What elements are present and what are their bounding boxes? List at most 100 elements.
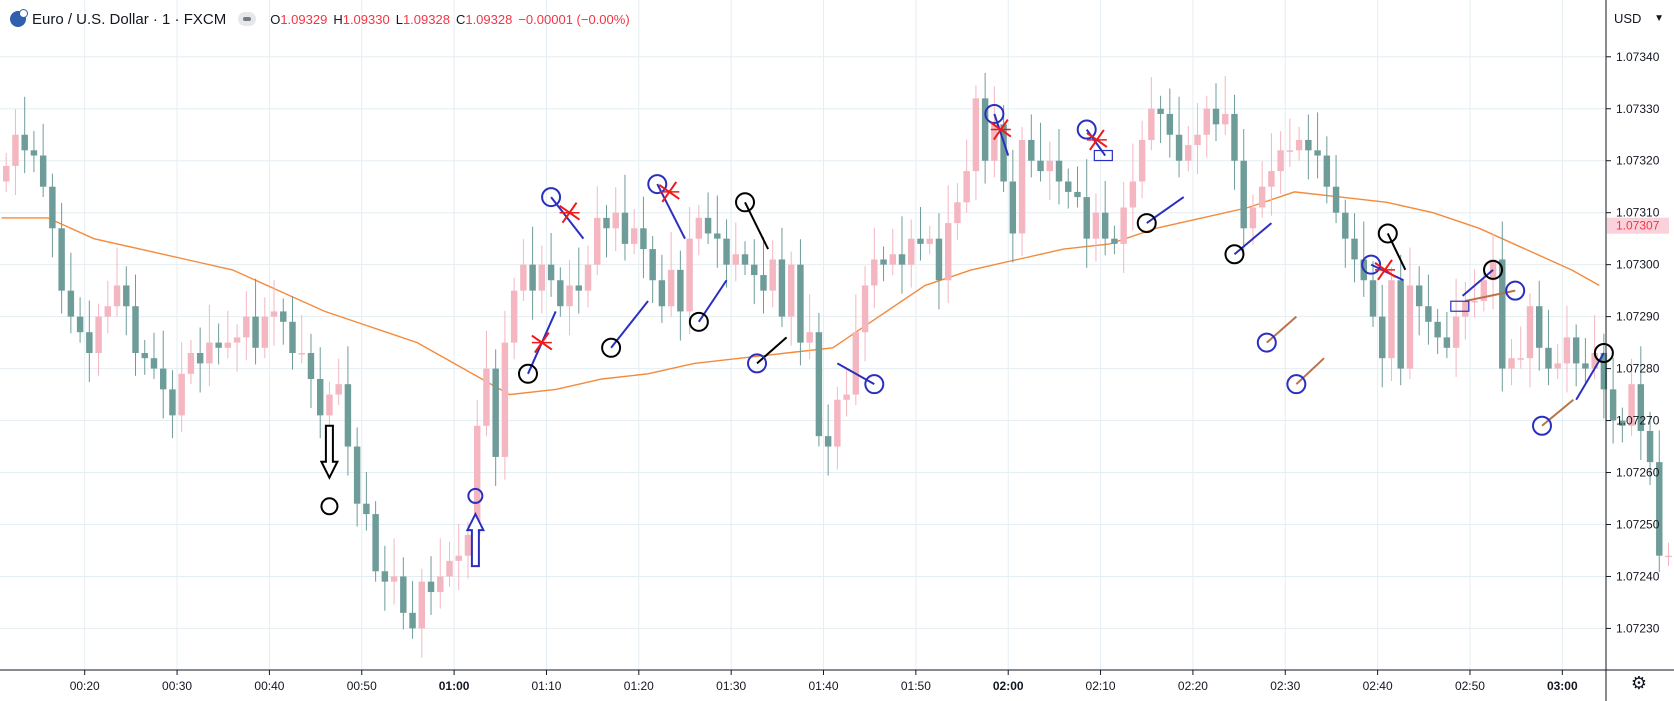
candle-body xyxy=(1268,171,1275,187)
candle-body xyxy=(1591,353,1598,369)
candle-body xyxy=(1332,186,1340,213)
candle-body xyxy=(1222,113,1229,125)
candle-body xyxy=(898,254,906,265)
x-tick-label: 03:00 xyxy=(1547,679,1578,693)
candle-body xyxy=(372,514,379,572)
candle-body xyxy=(1536,306,1543,348)
y-tick-label: 1.07320 xyxy=(1616,154,1660,168)
drawn-line xyxy=(1266,315,1298,344)
candle-body xyxy=(843,394,850,400)
candle-body xyxy=(113,285,121,307)
open-value: 1.09329 xyxy=(280,11,328,27)
close-value: 1.09328 xyxy=(465,11,513,27)
y-tick-label: 1.07230 xyxy=(1616,621,1660,635)
drawn-circle xyxy=(601,337,622,358)
x-tick-label: 01:30 xyxy=(716,679,746,693)
x-tick-label: 01:40 xyxy=(808,679,838,693)
candle-body xyxy=(483,368,490,426)
candle-body xyxy=(1499,259,1506,369)
candle-body xyxy=(935,238,943,281)
drawn-circle xyxy=(1076,119,1097,140)
candle-body xyxy=(233,337,241,343)
drawn-line xyxy=(698,279,728,323)
last-price-tag xyxy=(1607,217,1669,234)
drawn-circle xyxy=(1224,244,1245,265)
currency-selector[interactable]: USD ▼ xyxy=(1610,6,1668,30)
candle-body xyxy=(1425,306,1432,322)
y-tick-label: 1.07310 xyxy=(1616,206,1660,220)
candle-body xyxy=(1249,207,1257,229)
up-arrow-icon xyxy=(465,511,486,568)
drawn-circle xyxy=(320,497,339,516)
change-value: −0.00001 (−0.00%) xyxy=(518,11,630,27)
candle-body xyxy=(363,503,370,515)
candle-body xyxy=(501,342,509,457)
candle-body xyxy=(353,446,361,504)
candle-body xyxy=(1351,238,1358,260)
candle-body xyxy=(344,384,352,447)
candle-body xyxy=(123,285,130,307)
candle-body xyxy=(908,238,915,265)
open-label: O xyxy=(270,11,281,27)
candle-body xyxy=(39,155,47,187)
candle-body xyxy=(159,368,167,390)
drawn-circle xyxy=(984,103,1005,124)
chevron-down-icon: ▼ xyxy=(1654,12,1664,24)
candle-body xyxy=(1203,108,1210,135)
candle-body xyxy=(1194,134,1201,146)
hide-toggle-icon[interactable] xyxy=(238,12,257,26)
gear-icon[interactable]: ⚙ xyxy=(1630,673,1648,693)
candle-body xyxy=(520,264,527,291)
candle-body xyxy=(787,264,795,317)
candle-body xyxy=(1185,145,1192,161)
x-tick-label: 02:50 xyxy=(1455,679,1485,693)
candle-body xyxy=(852,332,860,395)
candle-body xyxy=(686,238,693,312)
candle-body xyxy=(1471,301,1478,303)
y-tick-label: 1.07300 xyxy=(1616,258,1660,272)
candle-body xyxy=(547,264,555,281)
candle-body xyxy=(1277,150,1284,172)
drawn-circle xyxy=(541,187,562,208)
symbol-title[interactable]: Euro / U.S. Dollar · 1 · FXCM xyxy=(32,10,227,28)
candle-body xyxy=(954,202,961,224)
candle-body xyxy=(594,217,601,265)
candle-body xyxy=(307,353,315,379)
candle-body xyxy=(1619,420,1626,426)
drawn-line xyxy=(1541,399,1575,427)
candle-body xyxy=(778,259,786,317)
candle-body xyxy=(1046,160,1053,172)
candle-body xyxy=(12,134,19,166)
drawn-line xyxy=(836,362,875,386)
candle-body xyxy=(95,316,102,353)
candle-body xyxy=(1286,150,1294,152)
drawn-circle xyxy=(864,374,885,395)
candle-body xyxy=(335,384,342,395)
candle-body xyxy=(1009,181,1017,234)
candle-body xyxy=(1637,384,1645,431)
candle-body xyxy=(991,124,998,161)
candle-body xyxy=(49,186,56,229)
high-value: 1.09330 xyxy=(342,11,390,27)
close-label: C xyxy=(455,11,466,27)
drawn-circle xyxy=(1361,254,1382,275)
drawn-circle xyxy=(467,487,484,504)
ohlc-readout: O1.09329 H1.09330 L1.09328 C1.09328 −0.0… xyxy=(270,12,629,27)
y-tick-label: 1.07280 xyxy=(1616,362,1660,376)
candle-body xyxy=(1240,160,1247,229)
candle-body xyxy=(492,368,499,457)
candle-body xyxy=(667,269,675,307)
candle-body xyxy=(326,394,333,416)
candle-body xyxy=(1055,160,1063,182)
drawn-line xyxy=(744,201,770,250)
candle-body xyxy=(1305,139,1312,151)
candle-body xyxy=(1656,462,1663,556)
candle-body xyxy=(1175,134,1183,161)
candle-body xyxy=(944,223,952,281)
currency-label: USD xyxy=(1614,10,1642,26)
drawn-circle xyxy=(1286,374,1307,395)
candle-body xyxy=(658,280,666,307)
drawn-circle xyxy=(1593,343,1614,363)
candle-body xyxy=(769,259,776,291)
